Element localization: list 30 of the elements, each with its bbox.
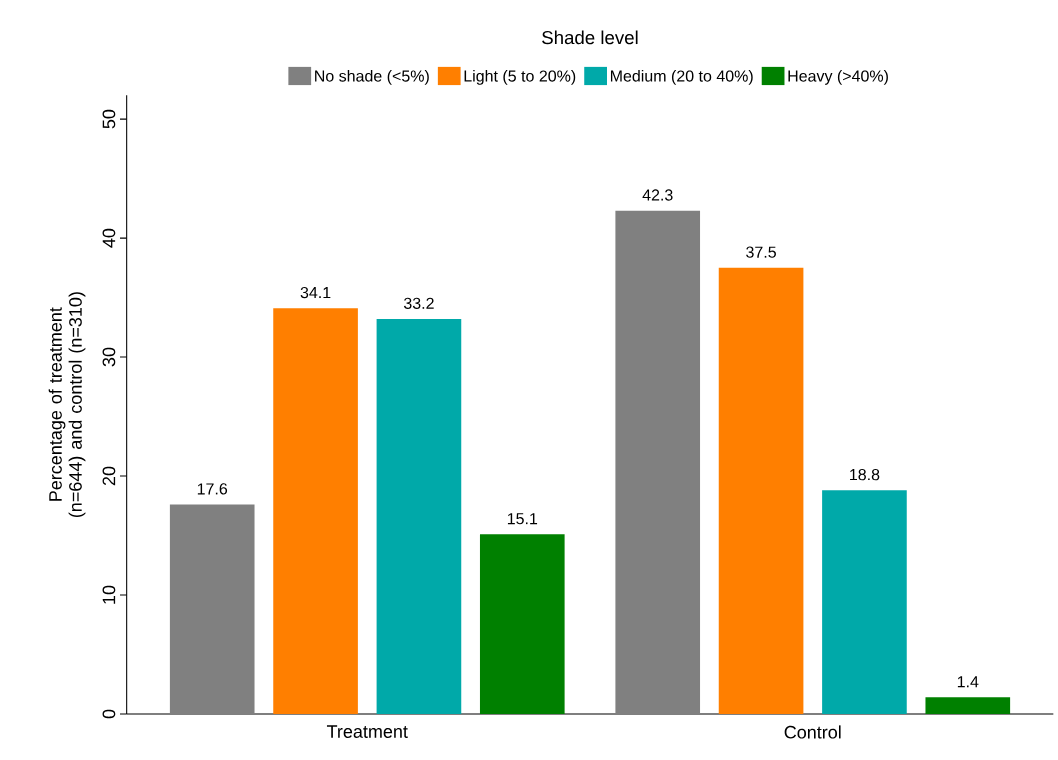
data-label: 17.6: [197, 483, 228, 495]
bar: [925, 697, 1011, 714]
y-tick-label: 30: [102, 347, 116, 367]
legend-title: Shade level: [542, 30, 638, 45]
x-tick-label: Treatment: [326, 725, 408, 738]
legend-label: Medium (20 to 40%): [610, 69, 753, 85]
y-tick-label: 40: [102, 228, 116, 248]
legend-label: Light (5 to 20%): [464, 69, 576, 85]
bar: [273, 308, 358, 714]
y-tick-label: 0: [102, 709, 116, 719]
y-tick-label: 50: [102, 109, 116, 129]
x-tick-label: Control: [784, 725, 841, 739]
data-label: 18.8: [850, 468, 880, 481]
data-label: 33.2: [403, 297, 434, 309]
bar: [169, 504, 255, 714]
bar: [479, 534, 565, 714]
y-tick-label: 20: [102, 466, 116, 486]
data-label: 1.4: [957, 676, 979, 688]
legend-label: Heavy (>40%): [788, 69, 888, 85]
data-label: 15.1: [507, 513, 538, 525]
bar: [718, 267, 804, 714]
data-label: 34.1: [300, 286, 331, 299]
legend-label: No shade (<5%): [315, 69, 429, 85]
bar: [376, 318, 462, 714]
data-label: 37.5: [746, 246, 776, 258]
y-tick-label: 10: [102, 585, 116, 604]
data-label: 42.3: [642, 189, 673, 201]
bar: [822, 490, 907, 714]
y-axis-title: Percentage of treatment (n=644) and control (n=310): [48, 292, 86, 518]
bar: [615, 210, 701, 714]
